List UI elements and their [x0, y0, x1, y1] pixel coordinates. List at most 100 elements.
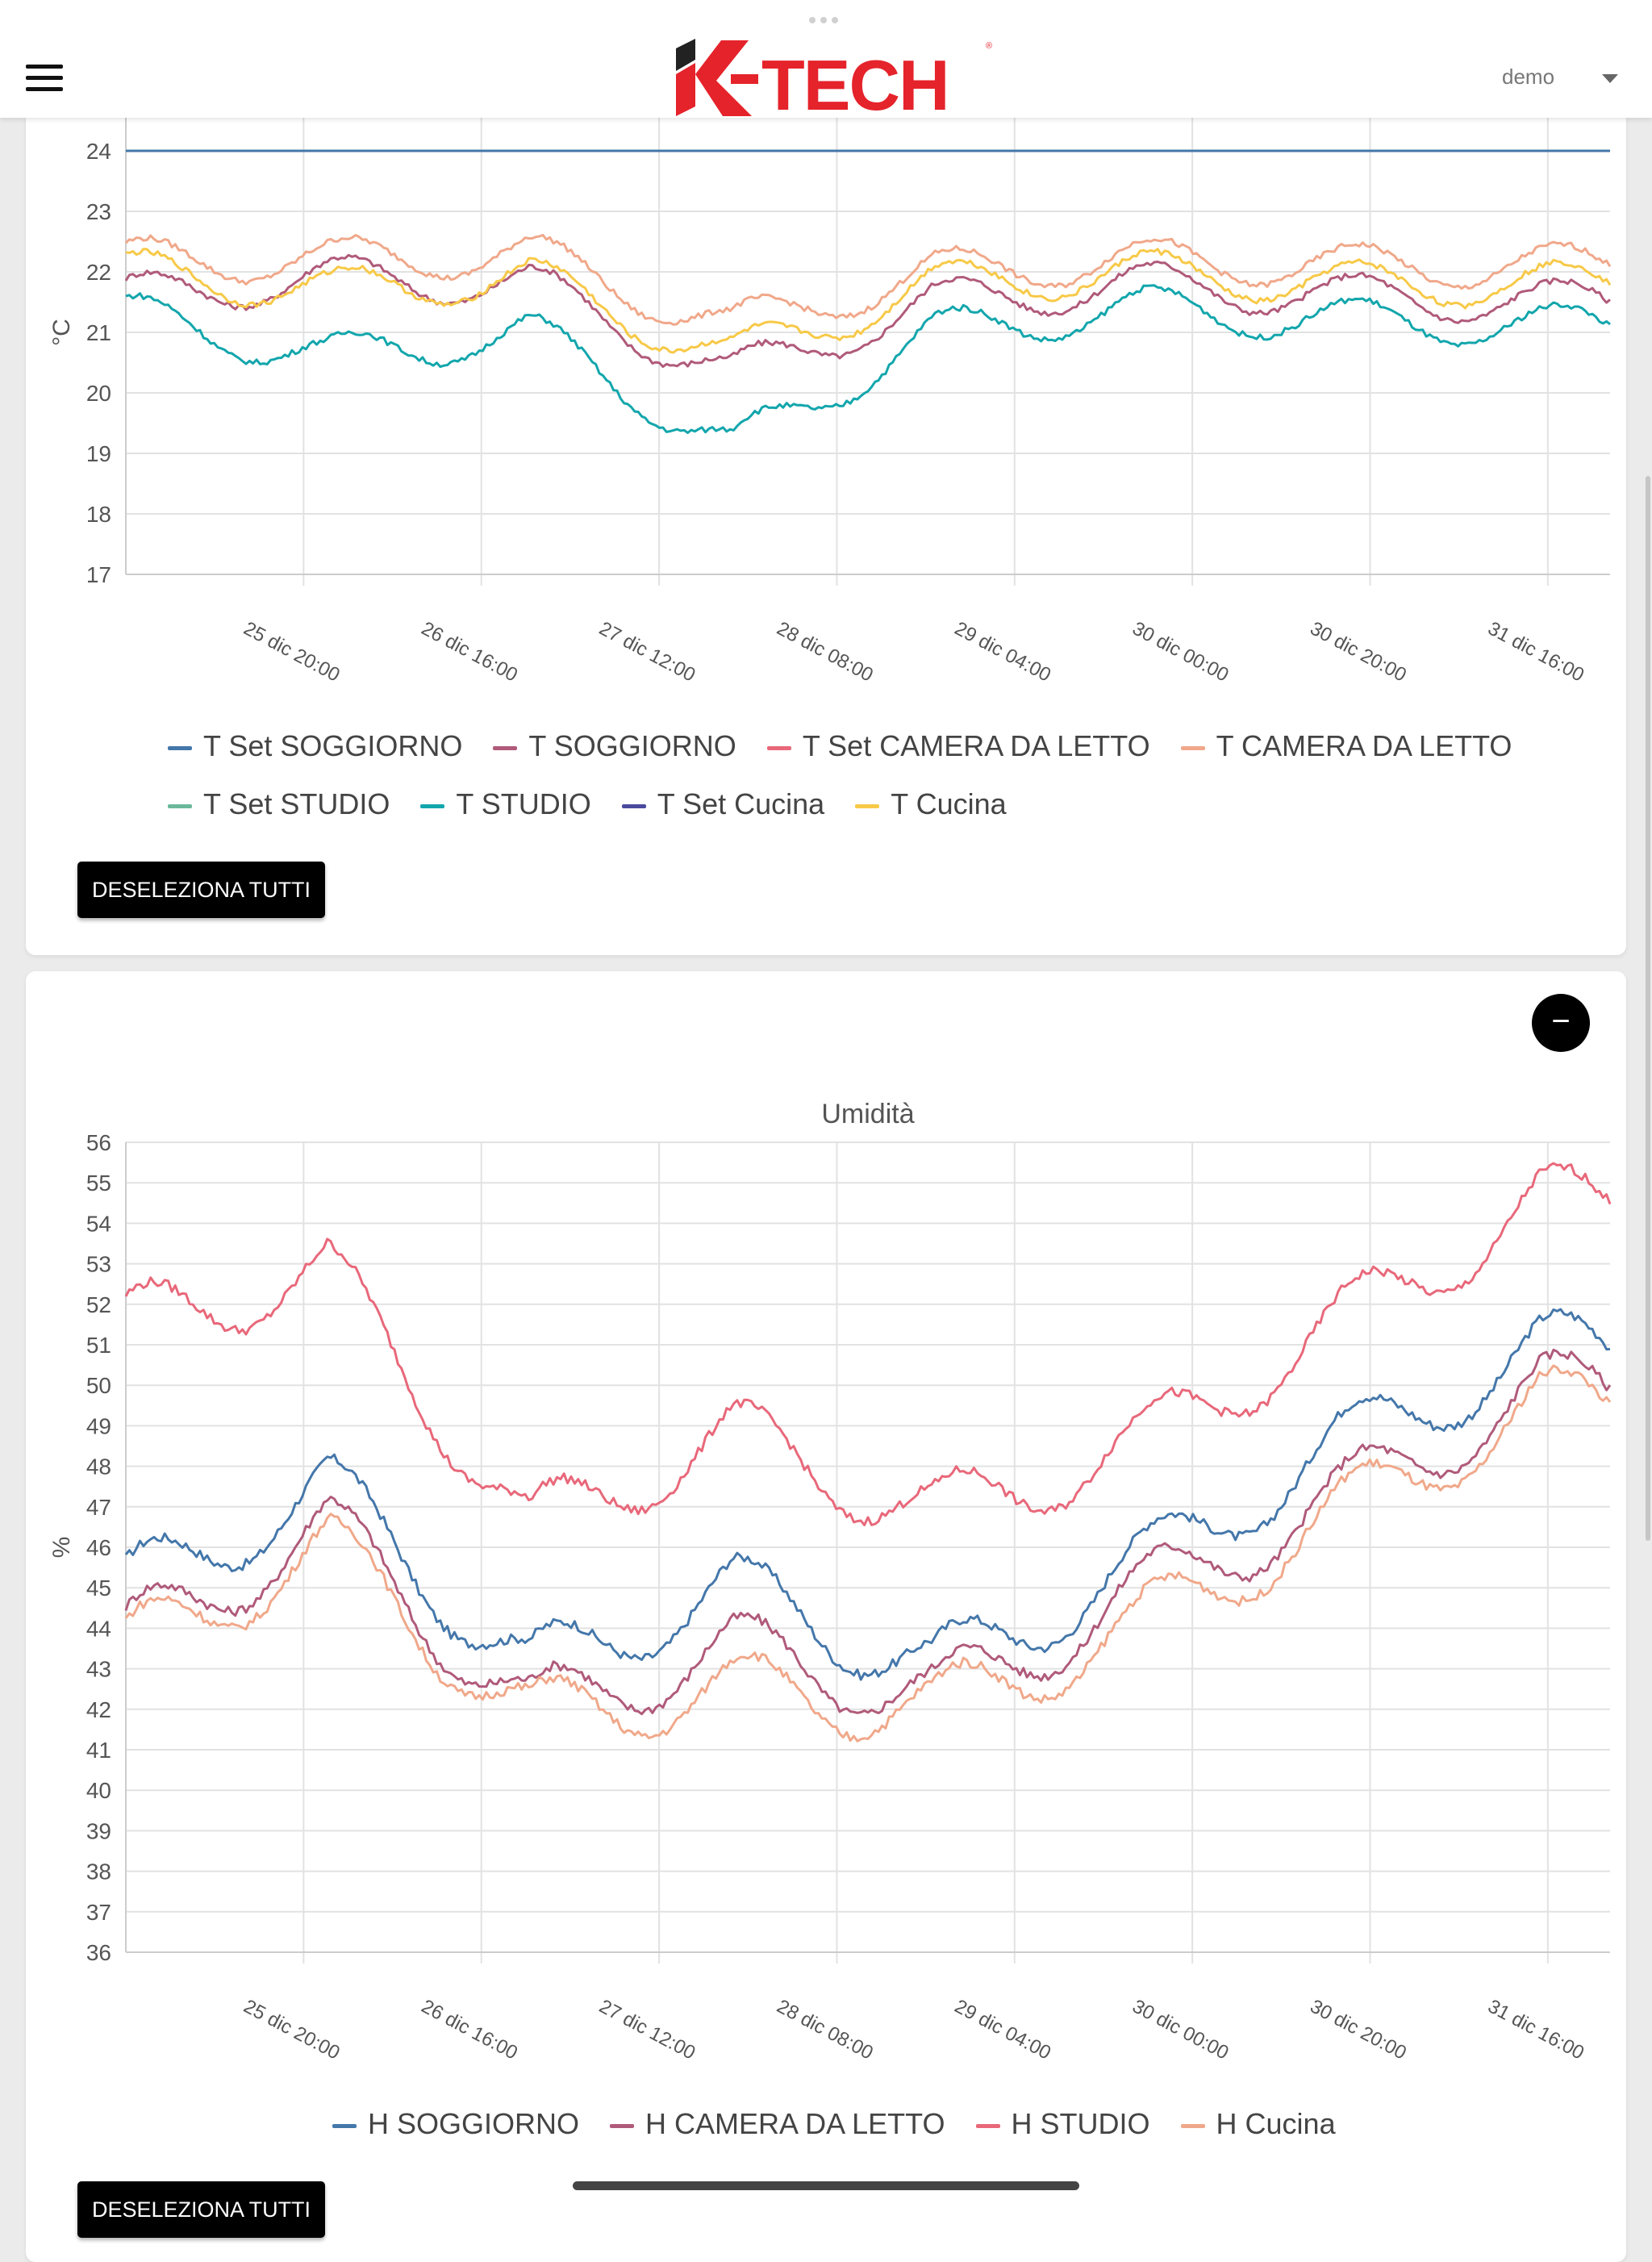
x-tick-label: 29 dic 04:00: [951, 617, 1054, 686]
legend-label: T CAMERA DA LETTO: [1216, 729, 1512, 762]
y-tick-label: 38: [86, 1859, 111, 1884]
legend-label: H SOGGIORNO: [368, 2107, 580, 2140]
x-tick-label: 26 dic 16:00: [418, 1995, 521, 2064]
x-tick-label: 26 dic 16:00: [418, 617, 521, 686]
legend-item[interactable]: T Set CAMERA DA LETTO: [766, 729, 1150, 763]
home-indicator: [573, 2181, 1079, 2190]
legend-label: H Cucina: [1216, 2107, 1336, 2140]
x-tick-label: 28 dic 08:00: [774, 1995, 877, 2064]
legend-item[interactable]: H CAMERA DA LETTO: [610, 2107, 945, 2141]
x-tick-label: 30 dic 00:00: [1128, 1995, 1232, 2064]
y-tick-label: 56: [86, 1130, 111, 1155]
legend-label: T SOGGIORNO: [528, 729, 736, 762]
collapse-button[interactable]: −: [1532, 994, 1590, 1052]
series-line: [124, 1162, 1612, 1526]
y-tick-label: 21: [86, 320, 111, 345]
legend-item[interactable]: H STUDIO: [975, 2107, 1150, 2141]
y-tick-label: 51: [86, 1333, 111, 1358]
legend-swatch: [493, 745, 518, 750]
y-tick-label: 36: [86, 1940, 111, 1965]
y-tick-label: 42: [86, 1697, 111, 1722]
x-tick-label: 30 dic 20:00: [1307, 617, 1410, 686]
y-tick-label: 37: [86, 1900, 111, 1925]
y-tick-label: 53: [86, 1252, 111, 1277]
temperature-card: [26, 48, 1626, 955]
legend-label: H CAMERA DA LETTO: [645, 2107, 945, 2140]
scrollbar[interactable]: [1646, 476, 1650, 1541]
y-tick-label: 44: [86, 1616, 111, 1641]
y-tick-label: 23: [86, 199, 111, 224]
series-line: [124, 1364, 1612, 1742]
y-tick-label: 43: [86, 1657, 111, 1682]
deselect-all-button-2[interactable]: DESELEZIONA TUTTI: [77, 2181, 326, 2238]
chart-title: Umidità: [821, 1099, 914, 1129]
y-tick-label: 54: [86, 1211, 111, 1236]
legend-item[interactable]: T CAMERA DA LETTO: [1180, 729, 1512, 763]
legend-swatch: [1180, 2123, 1205, 2128]
y-tick-label: 45: [86, 1575, 111, 1601]
x-tick-label: 27 dic 12:00: [595, 1995, 699, 2064]
legend-item[interactable]: T STUDIO: [420, 787, 591, 821]
legend-item[interactable]: H Cucina: [1180, 2107, 1336, 2141]
y-tick-label: 47: [86, 1495, 111, 1520]
x-tick-label: 30 dic 20:00: [1307, 1995, 1410, 2064]
x-tick-label: 31 dic 16:00: [1484, 617, 1587, 686]
y-tick-label: 19: [86, 441, 111, 466]
legend-item[interactable]: T Cucina: [855, 787, 1007, 821]
series-line: [124, 1348, 1612, 1716]
caret-down-icon[interactable]: [1602, 74, 1618, 83]
legend-swatch: [855, 803, 880, 808]
x-tick-label: 30 dic 00:00: [1128, 617, 1232, 686]
legend-item[interactable]: T Set Cucina: [621, 787, 825, 821]
y-tick-label: 20: [86, 381, 111, 406]
deselect-all-button[interactable]: DESELEZIONA TUTTI: [77, 862, 326, 918]
series-line: [125, 284, 1611, 434]
y-tick-label: 49: [86, 1413, 111, 1438]
x-tick-label: 25 dic 20:00: [240, 617, 344, 686]
x-tick-label: 31 dic 16:00: [1484, 1995, 1587, 2064]
humidity-chart: Umidità 36 37 38 39 40 41 42 43 44 45 46 47 48 49 50 51 5…: [48, 1099, 1612, 2064]
y-tick-label: 50: [86, 1373, 111, 1398]
legend-swatch: [332, 2123, 357, 2128]
legend-item[interactable]: H SOGGIORNO: [332, 2107, 579, 2141]
legend-label: T Set Cucina: [657, 787, 825, 820]
y-tick-label: 39: [86, 1818, 111, 1843]
y-tick-label: 41: [86, 1738, 111, 1763]
legend-swatch: [420, 803, 445, 808]
legend-swatch: [975, 2123, 1000, 2128]
legend-item[interactable]: T Set SOGGIORNO: [168, 729, 462, 763]
ktech-logo: TECH ®: [676, 39, 992, 123]
legend-swatch: [621, 803, 646, 808]
series-line: [125, 248, 1612, 354]
legend-swatch: [168, 803, 192, 808]
y-tick-label: 22: [86, 260, 111, 285]
drag-grip[interactable]: [809, 13, 845, 23]
legend-swatch: [766, 745, 791, 750]
y-tick-label: 52: [86, 1292, 111, 1317]
y-tick-label: 40: [86, 1778, 111, 1803]
legend-label: T Set STUDIO: [203, 787, 390, 820]
legend-swatch: [1180, 745, 1205, 750]
legend-item[interactable]: T Set STUDIO: [168, 787, 390, 821]
hamburger-icon[interactable]: [26, 65, 63, 92]
x-tick-label: 27 dic 12:00: [595, 617, 699, 686]
humidity-card: [26, 971, 1626, 2262]
y-tick-label: 17: [86, 562, 111, 587]
legend-item[interactable]: T SOGGIORNO: [493, 729, 736, 763]
legend-label: T Set CAMERA DA LETTO: [802, 729, 1150, 762]
x-tick-label: 28 dic 08:00: [774, 617, 877, 686]
y-tick-label: 46: [86, 1535, 111, 1560]
legend-swatch: [610, 2123, 635, 2128]
series-line: [124, 1308, 1611, 1681]
app-header: TECH ® demo: [0, 0, 1652, 123]
series-line: [124, 253, 1611, 369]
svg-text:®: ®: [986, 41, 992, 51]
user-name[interactable]: demo: [1502, 65, 1555, 89]
y-tick-label: 18: [86, 502, 111, 527]
series-line: [124, 233, 1612, 326]
y-tick-label: 55: [86, 1171, 111, 1196]
legend-label: T Cucina: [891, 787, 1007, 820]
y-tick-label: 48: [86, 1454, 111, 1479]
y-axis-label: %: [48, 1537, 75, 1559]
